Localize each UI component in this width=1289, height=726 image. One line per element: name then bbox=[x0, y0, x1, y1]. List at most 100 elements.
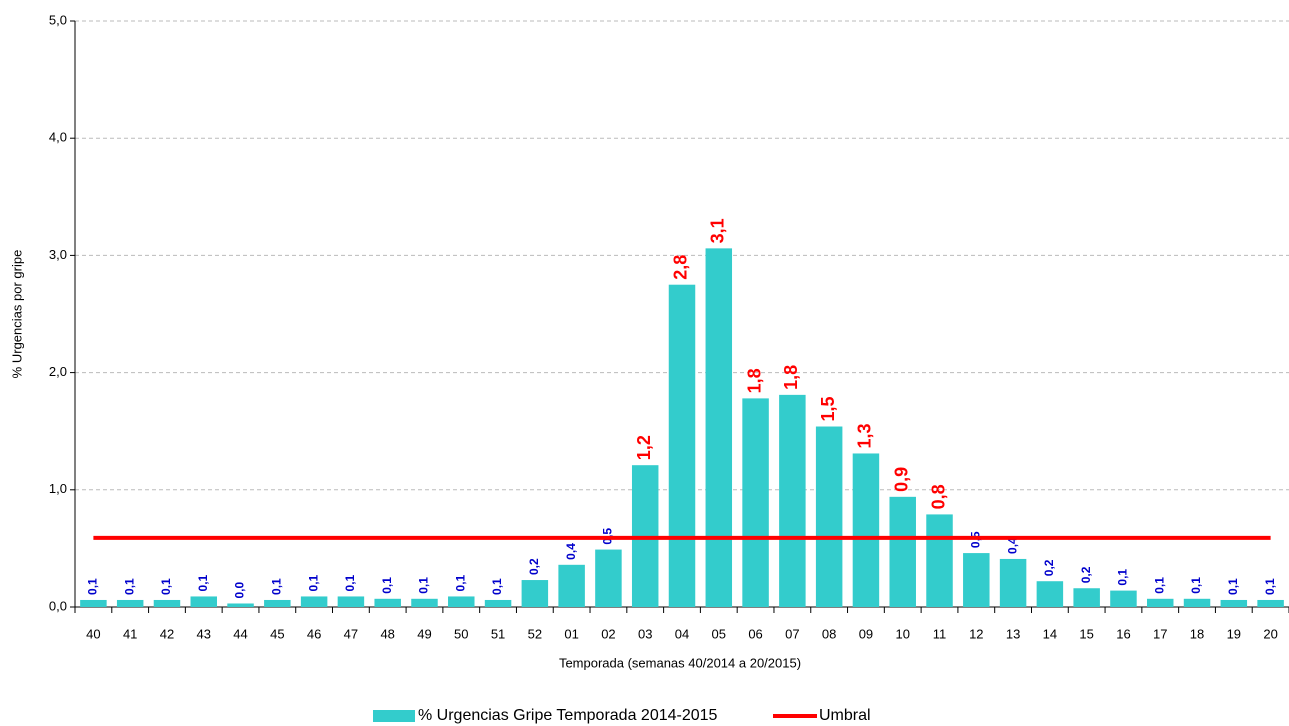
x-tick-label: 01 bbox=[564, 626, 578, 641]
data-label: 0,1 bbox=[1189, 577, 1203, 594]
legend-label: Umbral bbox=[819, 707, 871, 724]
data-label: 0,1 bbox=[343, 574, 357, 591]
x-tick-label: 42 bbox=[160, 626, 174, 641]
x-tick-label: 41 bbox=[123, 626, 137, 641]
data-label: 0,1 bbox=[86, 578, 100, 595]
data-label: 0,1 bbox=[1116, 569, 1130, 586]
x-tick-label: 52 bbox=[528, 626, 542, 641]
data-label: 0,1 bbox=[1226, 578, 1240, 595]
data-label: 1,2 bbox=[634, 435, 654, 460]
bar bbox=[705, 248, 733, 608]
x-tick-label: 15 bbox=[1079, 626, 1093, 641]
x-tick-label: 03 bbox=[638, 626, 652, 641]
bar bbox=[411, 598, 438, 607]
data-label: 0,1 bbox=[453, 574, 467, 591]
x-tick-label: 10 bbox=[895, 626, 909, 641]
x-tick-label: 18 bbox=[1190, 626, 1204, 641]
x-tick-label: 20 bbox=[1263, 626, 1277, 641]
y-tick-label: 0,0 bbox=[49, 598, 67, 613]
bar bbox=[521, 580, 549, 607]
bar bbox=[116, 599, 144, 607]
data-label: 0,8 bbox=[928, 484, 948, 509]
data-label: 0,1 bbox=[270, 578, 284, 595]
data-label: 0,1 bbox=[490, 578, 504, 595]
x-tick-label: 17 bbox=[1153, 626, 1167, 641]
bar bbox=[558, 564, 585, 607]
bar bbox=[595, 549, 622, 607]
x-tick-label: 13 bbox=[1006, 626, 1020, 641]
bar bbox=[926, 514, 953, 607]
y-axis-label: % Urgencias por gripe bbox=[9, 250, 24, 379]
bar bbox=[779, 394, 806, 607]
data-label: 0,1 bbox=[380, 577, 394, 594]
x-tick-label: 09 bbox=[859, 626, 873, 641]
bar bbox=[190, 596, 218, 607]
bar bbox=[1073, 588, 1100, 607]
x-tick-label: 49 bbox=[417, 626, 431, 641]
data-label: 0,1 bbox=[306, 574, 320, 591]
data-label: 0,1 bbox=[196, 574, 210, 591]
legend-label: % Urgencias Gripe Temporada 2014-2015 bbox=[418, 707, 718, 724]
x-tick-label: 04 bbox=[675, 626, 689, 641]
y-tick-label: 5,0 bbox=[49, 12, 67, 27]
bar bbox=[1257, 599, 1284, 607]
data-label: 0,1 bbox=[159, 578, 173, 595]
x-tick-label: 40 bbox=[86, 626, 100, 641]
x-tick-label: 14 bbox=[1043, 626, 1057, 641]
bar bbox=[227, 603, 254, 607]
data-label: 0,1 bbox=[1263, 578, 1277, 595]
x-tick-label: 47 bbox=[344, 626, 358, 641]
bar bbox=[742, 398, 769, 607]
y-tick-label: 4,0 bbox=[49, 130, 67, 145]
bar bbox=[153, 599, 181, 607]
data-label: 1,8 bbox=[744, 368, 764, 393]
x-tick-label: 11 bbox=[933, 626, 947, 641]
y-tick-label: 2,0 bbox=[49, 364, 67, 379]
data-label: 0,4 bbox=[564, 543, 578, 560]
bar bbox=[1220, 599, 1248, 607]
data-label: 0,9 bbox=[891, 467, 911, 492]
data-label: 0,2 bbox=[1042, 559, 1056, 576]
bar bbox=[1036, 581, 1064, 607]
data-label: 3,1 bbox=[708, 218, 728, 243]
x-tick-label: 05 bbox=[712, 626, 726, 641]
x-tick-label: 06 bbox=[748, 626, 762, 641]
x-tick-label: 44 bbox=[233, 626, 247, 641]
x-tick-label: 07 bbox=[785, 626, 799, 641]
x-tick-label: 51 bbox=[491, 626, 505, 641]
legend-swatch bbox=[373, 710, 415, 722]
x-tick-label: 19 bbox=[1227, 626, 1241, 641]
data-label: 1,8 bbox=[781, 365, 801, 390]
x-tick-label: 45 bbox=[270, 626, 284, 641]
data-label: 1,3 bbox=[855, 423, 875, 448]
x-axis-label: Temporada (semanas 40/2014 a 20/2015) bbox=[559, 655, 801, 670]
x-tick-label: 12 bbox=[969, 626, 983, 641]
data-label: 0,1 bbox=[417, 577, 431, 594]
bar bbox=[300, 596, 328, 607]
bar bbox=[999, 558, 1027, 607]
data-label: 0,2 bbox=[527, 558, 541, 575]
bar bbox=[815, 426, 843, 607]
data-label: 0,4 bbox=[1005, 537, 1019, 554]
data-label: 0,2 bbox=[1079, 566, 1093, 583]
data-label: 1,5 bbox=[818, 396, 838, 421]
bar bbox=[264, 599, 291, 607]
x-tick-label: 43 bbox=[197, 626, 211, 641]
data-label: 0,0 bbox=[233, 581, 247, 598]
bar bbox=[1183, 598, 1211, 607]
bar bbox=[1110, 590, 1137, 607]
data-label: 0,1 bbox=[1152, 577, 1166, 594]
y-tick-label: 1,0 bbox=[49, 481, 67, 496]
bar bbox=[852, 453, 880, 607]
bar bbox=[448, 596, 475, 607]
bar bbox=[374, 598, 401, 607]
bar bbox=[337, 596, 365, 607]
bar bbox=[889, 496, 916, 607]
bar bbox=[668, 284, 696, 607]
x-tick-label: 50 bbox=[454, 626, 468, 641]
x-tick-label: 46 bbox=[307, 626, 321, 641]
x-tick-label: 48 bbox=[380, 626, 394, 641]
data-label: 0,1 bbox=[122, 578, 136, 595]
x-tick-label: 16 bbox=[1116, 626, 1130, 641]
